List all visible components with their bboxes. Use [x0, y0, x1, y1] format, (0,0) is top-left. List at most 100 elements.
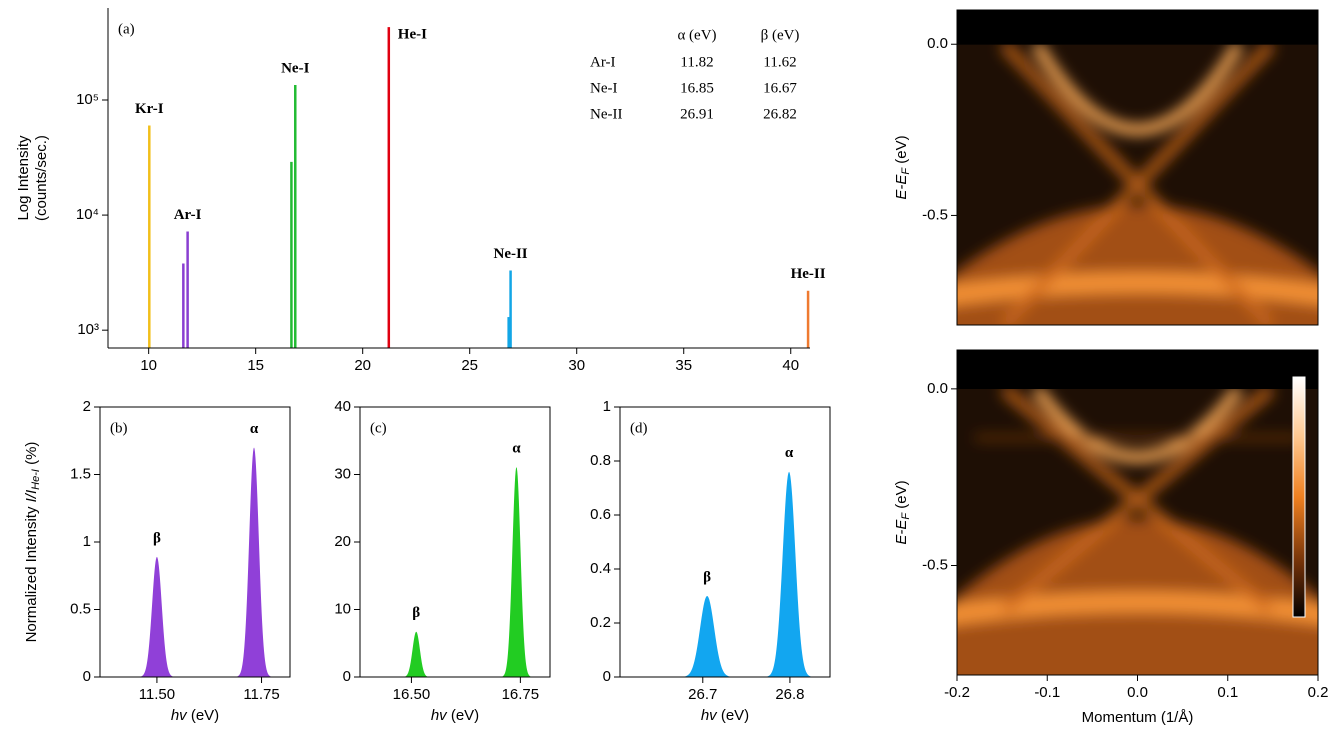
y-tick-label: 0	[83, 668, 91, 685]
label-unit: (%)	[23, 442, 40, 465]
y-tick-label: 1	[83, 533, 91, 550]
x-tick-label: 25	[461, 357, 478, 374]
y-tick-label: 0.8	[590, 452, 611, 469]
y-tick-label: 0.0	[927, 380, 948, 397]
y-axis-label: Normalized Intensity I/IHe-I (%)	[23, 442, 42, 643]
panel-label: (e)	[969, 14, 986, 30]
bottom-band	[957, 271, 1318, 306]
table-cell: 16.67	[763, 80, 797, 96]
panel: β α 16.50 16.75 0 10 20 30 40 (c) hv (eV)	[334, 398, 551, 724]
y-tick-label: 0.2	[590, 614, 611, 631]
above-fermi	[957, 350, 1318, 389]
y-tick-label: 0.0	[927, 35, 948, 52]
y-tick-label: 40	[334, 398, 351, 415]
image-title: Kr-Iα (10 eV)	[1030, 14, 1116, 31]
panel: β α 11.50 11.75 0 0.5 1 1.5 2 (b) Normalized Inten…	[23, 398, 291, 724]
line-label: Ar-I	[174, 207, 202, 223]
peak	[137, 556, 177, 677]
table-cell: 26.82	[763, 106, 797, 122]
x-axis-label: Momentum (1/Å)	[1082, 709, 1194, 726]
parabola	[1031, 385, 1244, 463]
x-tick-label: 11.50	[139, 686, 175, 703]
x-tick-label: -0.1	[1034, 684, 1060, 701]
x-tick-label: 26.8	[775, 686, 804, 703]
x-tick-label: 15	[247, 357, 264, 374]
plot-frame	[619, 406, 831, 678]
table-row-label: Ne-I	[590, 80, 617, 96]
label-unit: (eV)	[893, 480, 910, 508]
x-tick-label: 11.75	[243, 686, 279, 703]
label-variable: hv	[701, 707, 718, 724]
panel-label: (b)	[110, 420, 128, 436]
x-tick-label: 0.2	[1308, 684, 1329, 701]
label-unit: (eV)	[721, 707, 749, 724]
label-subscript: F	[900, 167, 912, 175]
peak-label: α	[785, 445, 794, 461]
label-unit: (eV)	[451, 707, 479, 724]
cone	[999, 40, 1276, 325]
x-tick-label: 35	[675, 357, 692, 374]
y-tick-label: 20	[334, 533, 351, 550]
bands	[957, 40, 1318, 325]
line-label: Kr-I	[135, 101, 164, 117]
plot-frame	[956, 9, 1319, 326]
peak	[500, 467, 533, 677]
x-axis-label: hv (eV)	[701, 707, 749, 724]
label-variable: hv	[171, 707, 188, 724]
x-tick-label: 30	[568, 357, 585, 374]
y-axis-label: E-EF (eV)	[893, 480, 912, 544]
peak-label: β	[153, 530, 161, 546]
y-tick-label: 10³	[77, 321, 99, 338]
x-tick-label: 0.0	[1127, 684, 1148, 701]
bands	[957, 384, 1318, 675]
x-tick-label: 20	[354, 357, 371, 374]
y-tick-label: -0.5	[922, 206, 948, 223]
bottom-band	[957, 590, 1318, 626]
table-header: α (eV)	[677, 27, 716, 43]
colorbar	[1292, 376, 1306, 618]
x-tick-label: 40	[782, 357, 799, 374]
panel-label: (f)	[969, 354, 984, 370]
panel-label: (c)	[370, 420, 387, 436]
arpes-image	[957, 350, 1318, 675]
cone	[1000, 384, 1275, 615]
peak	[401, 631, 432, 677]
panel: Ne-I α, β (16.67, 16.85 eV) -0.2 -0.1 0.0 0.…	[893, 349, 1329, 726]
table-cell: 11.82	[680, 54, 713, 70]
x-axis-label: hv (eV)	[431, 707, 479, 724]
label-subscript: He-I	[30, 469, 42, 490]
panel: Kr-Iα (10 eV) 0.0 -0.5 (e) E-EF (eV)	[893, 9, 1319, 326]
panel-label: (a)	[118, 21, 135, 37]
label-unit: (eV)	[893, 135, 910, 163]
label-subscript: F	[900, 512, 912, 520]
label-part: Normalized Intensity	[23, 506, 40, 642]
image-title: Ne-I α, β (16.67, 16.85 eV)	[1030, 354, 1208, 371]
y-tick-label: 0.4	[590, 560, 611, 577]
table-cell: 26.91	[680, 106, 714, 122]
x-tick-label: 10	[140, 357, 157, 374]
table-row-label: Ar-I	[590, 54, 616, 70]
label-variable: E-E	[893, 519, 910, 545]
table-header: β (eV)	[761, 27, 800, 43]
x-tick-label: 26.7	[688, 686, 717, 703]
label-variable: hv	[431, 707, 448, 724]
parabola	[1031, 41, 1244, 135]
above-fermi	[957, 10, 1318, 45]
x-tick-label: 16.75	[502, 686, 540, 703]
y-tick-label: 1	[603, 398, 611, 415]
peak-label: β	[703, 569, 711, 585]
line-label: Ne-I	[281, 60, 309, 76]
y-tick-label: 1.5	[70, 465, 91, 482]
y-tick-label: 0	[343, 668, 351, 685]
panel: β α 26.7 26.8 0 0.2 0.4 0.6 0.8 1 (d) hv (eV)	[590, 398, 831, 724]
y-tick-label: 0	[603, 668, 611, 685]
y-tick-label: 10	[334, 600, 351, 617]
x-axis-label: hv (eV)	[171, 707, 219, 724]
y-tick-label: 0.6	[590, 506, 611, 523]
y-tick-label: 2	[83, 398, 91, 415]
arpes-image	[957, 10, 1318, 325]
y-tick-label: 10⁴	[76, 206, 99, 223]
y-tick-label: 30	[334, 465, 351, 482]
y-axis-label: E-EF (eV)	[893, 135, 912, 199]
